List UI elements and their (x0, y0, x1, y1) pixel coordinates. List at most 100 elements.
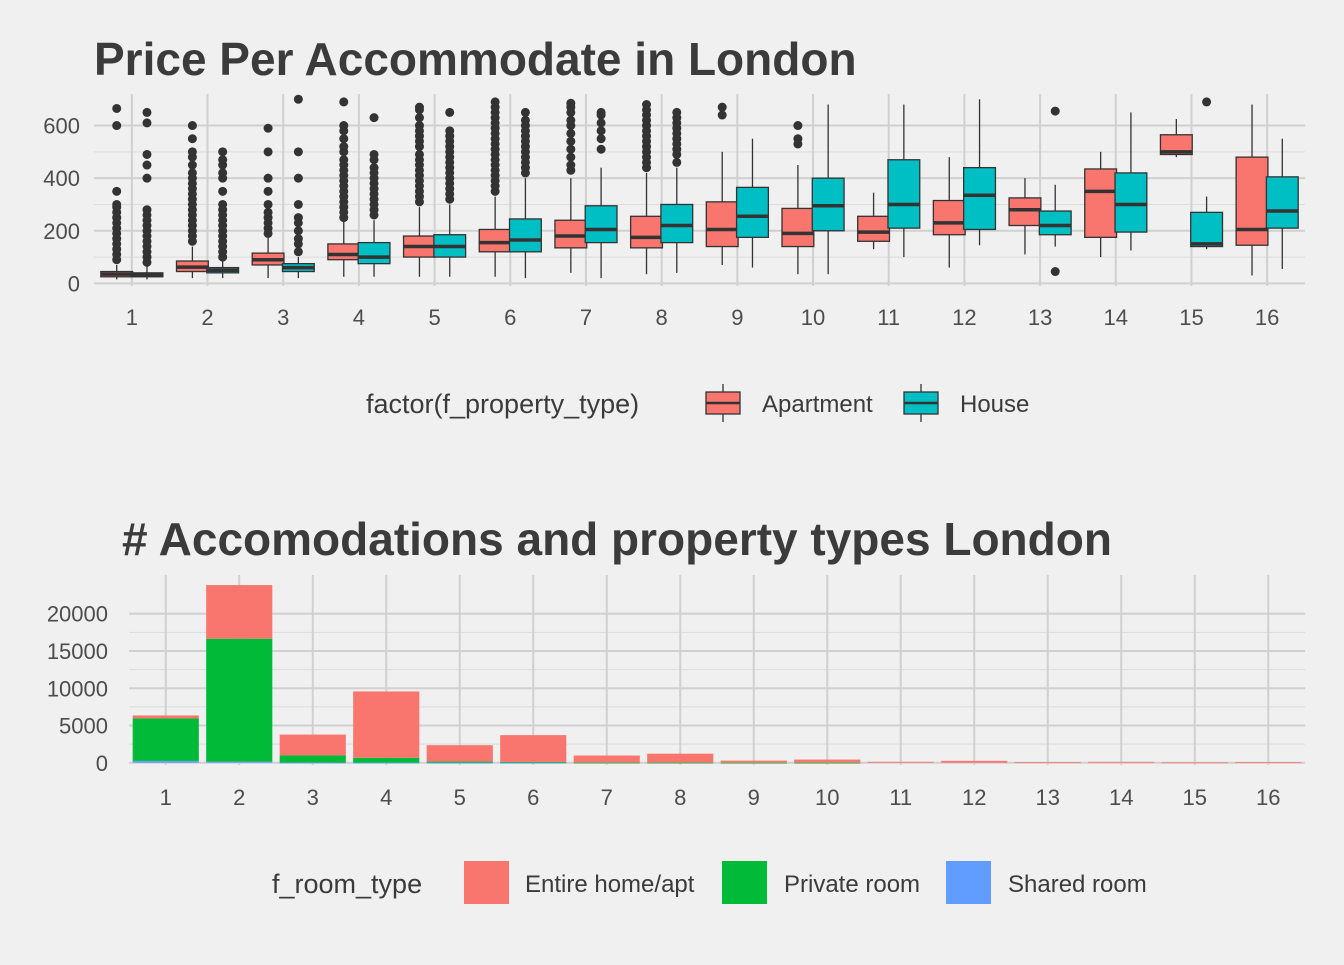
x-tick-label: 14 (1109, 785, 1133, 810)
outlier-point (187, 134, 197, 144)
bar-entire-home-apt (941, 760, 1008, 763)
outlier-point (672, 107, 682, 117)
outlier-point (187, 147, 197, 157)
x-tick-label: 9 (731, 305, 743, 330)
outlier-point (369, 163, 379, 173)
box-apartment (554, 219, 588, 249)
x-tick-label: 8 (674, 785, 686, 810)
outlier-point (112, 186, 122, 196)
outlier-point (520, 107, 530, 117)
bar-private-room (500, 761, 567, 763)
x-tick-label: 7 (601, 785, 613, 810)
x-tick-label: 2 (201, 305, 213, 330)
outlier-point (339, 155, 349, 165)
outlier-point (218, 147, 228, 157)
outlier-point (566, 136, 576, 146)
bar-entire-home-apt (353, 691, 420, 758)
outlier-point (293, 247, 303, 257)
box-apartment (1008, 197, 1042, 227)
outlier-point (414, 149, 424, 159)
bar-private-room (132, 718, 199, 761)
outlier-point (490, 97, 500, 107)
bar-private-room (573, 762, 640, 764)
y-tick-label: 200 (43, 219, 80, 244)
outlier-point (445, 126, 455, 136)
outlier-point (339, 134, 349, 144)
outlier-point (112, 103, 122, 113)
legend-key (946, 861, 991, 904)
legend-key (464, 861, 509, 904)
x-tick-label: 12 (962, 785, 986, 810)
outlier-point (142, 149, 152, 159)
outlier-point (414, 121, 424, 131)
outlier-point (414, 113, 424, 123)
outlier-point (112, 199, 122, 209)
bar-entire-home-apt (1235, 762, 1302, 763)
x-tick-label: 7 (580, 305, 592, 330)
box-house (584, 205, 618, 244)
y-tick-label: 0 (96, 751, 108, 776)
x-tick-label: 14 (1104, 305, 1128, 330)
bar-shared-room (206, 761, 273, 763)
outlier-point (187, 168, 197, 178)
outlier-point (218, 155, 228, 165)
outlier-point (293, 199, 303, 209)
bar-entire-home-apt (867, 761, 934, 763)
outlier-point (566, 160, 576, 170)
y-tick-label: 20000 (47, 602, 108, 627)
outlier-point (293, 226, 303, 236)
bar-panel: # Accomodations and property types Londo… (47, 513, 1305, 810)
x-tick-label: 5 (454, 785, 466, 810)
bar-entire-home-apt (1088, 761, 1155, 763)
outlier-point (263, 123, 273, 133)
y-tick-label: 15000 (47, 639, 108, 664)
chart-title: # Accomodations and property types Londo… (122, 513, 1112, 565)
outlier-point (566, 115, 576, 125)
outlier-point (142, 118, 152, 128)
legend-title: factor(f_property_type) (366, 389, 639, 419)
outlier-point (293, 234, 303, 244)
outlier-point (142, 205, 152, 215)
bar-private-room (647, 762, 714, 764)
bar-private-room (279, 755, 346, 763)
outlier-point (596, 126, 606, 136)
box-house (508, 218, 542, 253)
x-tick-label: 3 (307, 785, 319, 810)
box-house (735, 186, 770, 238)
bar-entire-home-apt (279, 734, 346, 756)
x-tick-label: 1 (126, 305, 138, 330)
bar-private-room (206, 638, 273, 762)
outlier-point (717, 110, 727, 120)
box-house (1190, 211, 1224, 248)
outlier-point (293, 213, 303, 223)
box-apartment (1235, 156, 1269, 246)
bar-entire-home-apt (647, 753, 714, 763)
x-tick-label: 12 (952, 305, 976, 330)
bar-shared-room (426, 762, 493, 764)
outlier-point (187, 121, 197, 131)
bar-shared-room (279, 762, 346, 764)
outlier-point (263, 207, 273, 217)
x-tick-label: 1 (160, 785, 172, 810)
outlier-point (566, 152, 576, 162)
outlier-point (566, 98, 576, 108)
outlier-point (793, 134, 803, 144)
bar-private-room (353, 757, 420, 763)
chart-title: Price Per Accommodate in London (94, 33, 857, 85)
bar-entire-home-apt (426, 745, 493, 762)
outlier-point (142, 160, 152, 170)
x-tick-label: 11 (877, 305, 900, 330)
outlier-point (142, 173, 152, 183)
outlier-point (1050, 267, 1060, 277)
boxplot-panel: Price Per Accommodate in London 0 200 400 60… (43, 33, 1305, 330)
outlier-point (672, 157, 682, 167)
box-apartment (932, 199, 966, 236)
y-tick-label: 5000 (59, 714, 108, 739)
outlier-point (293, 173, 303, 183)
bar-shared-room (132, 760, 199, 763)
outlier-point (1202, 97, 1212, 107)
x-tick-label: 11 (889, 785, 912, 810)
outlier-point (717, 102, 727, 112)
